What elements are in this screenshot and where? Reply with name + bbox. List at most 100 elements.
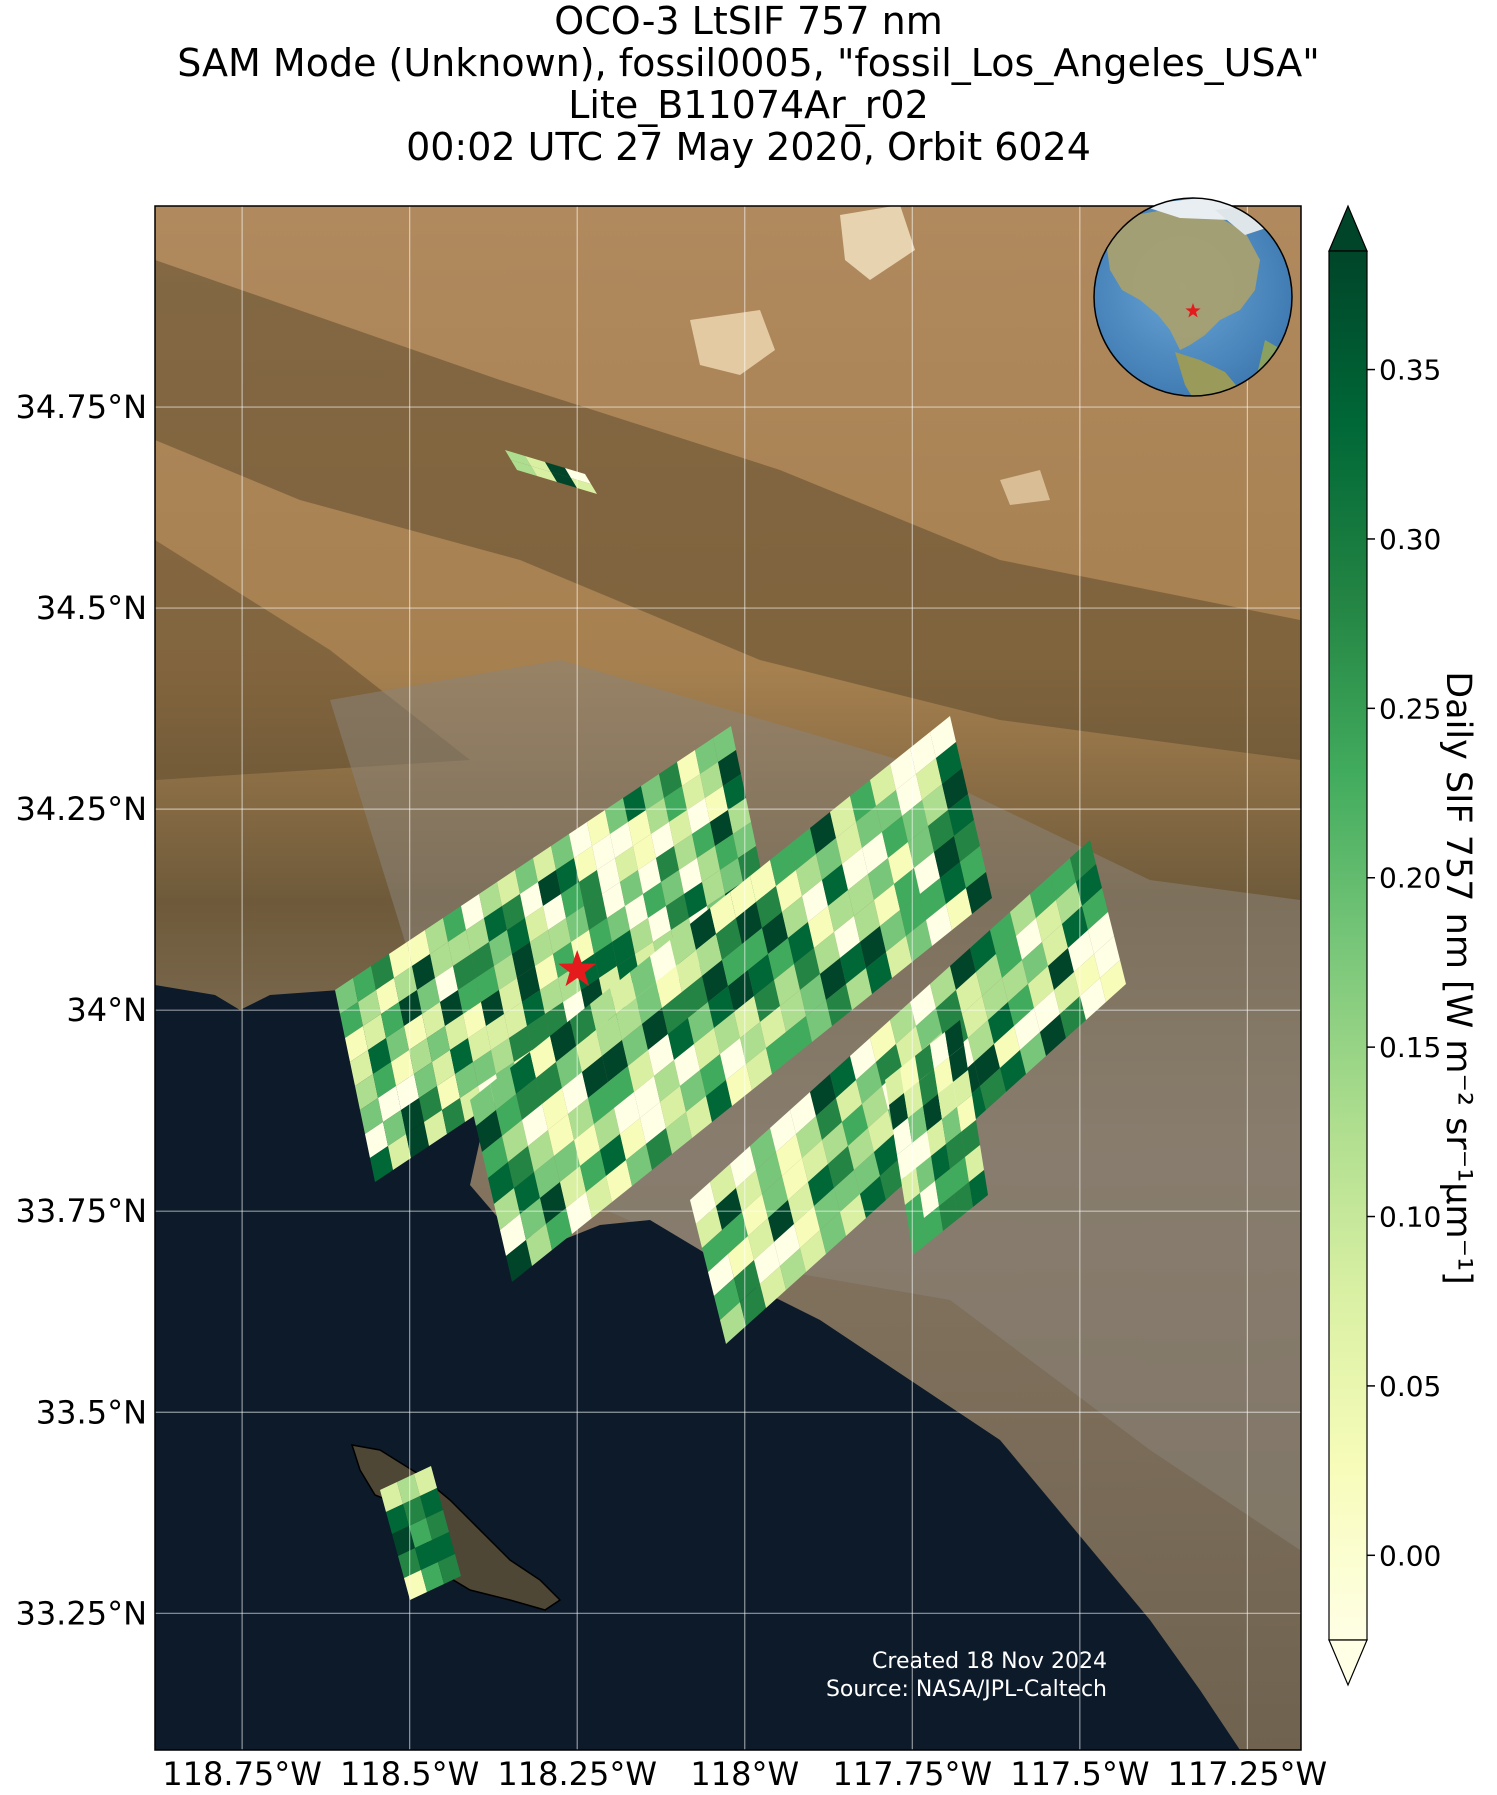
sif-pixel xyxy=(415,1540,438,1570)
sif-pixel xyxy=(702,870,725,906)
sif-pixel xyxy=(957,1095,976,1132)
sif-pixel xyxy=(1076,864,1102,906)
sif-pixel xyxy=(1002,960,1028,1002)
sif-pixel xyxy=(594,942,617,978)
sif-pixel xyxy=(868,858,894,900)
sif-pixel xyxy=(1014,1008,1040,1050)
sif-pixel xyxy=(1034,990,1060,1032)
sif-pixel xyxy=(700,1054,726,1096)
sif-pixel xyxy=(942,1107,961,1144)
sif-pixel xyxy=(533,846,556,882)
sif-pixel xyxy=(742,1194,768,1236)
sif-pixel xyxy=(692,822,715,858)
sif-pixel xyxy=(790,1092,816,1134)
sif-pixel xyxy=(470,1084,496,1126)
sif-pixel xyxy=(893,1118,912,1155)
sif-pixel xyxy=(394,966,417,1002)
sif-pixel xyxy=(900,1056,919,1093)
sif-pixel xyxy=(674,1044,700,1086)
sif-pixel xyxy=(687,798,710,834)
sif-pixel xyxy=(994,1026,1020,1068)
sif-pixel xyxy=(490,1068,516,1110)
sif-pixel xyxy=(720,1038,746,1080)
sif-pixel xyxy=(1036,900,1062,942)
sif-pixel xyxy=(512,942,535,978)
sif-pixel xyxy=(535,954,558,990)
sif-pixel xyxy=(696,1206,722,1248)
sif-pixel xyxy=(746,1048,772,1090)
sif-pixel xyxy=(880,910,906,952)
sif-pixel xyxy=(397,1474,420,1504)
sif-pixel xyxy=(762,912,788,954)
sif-pixel xyxy=(976,954,1002,996)
sif-pixel xyxy=(696,934,722,976)
title-line-1: OCO-3 LtSIF 757 nm xyxy=(554,0,943,43)
sif-pixel xyxy=(1080,978,1106,1020)
sif-pixel xyxy=(900,894,926,936)
lon-tick-label: 117.75°W xyxy=(832,1755,992,1793)
lat-tick-label: 34°N xyxy=(66,991,147,1029)
sif-pixel xyxy=(670,924,696,966)
sif-pixel xyxy=(606,1160,632,1202)
sif-pixel xyxy=(620,870,643,906)
sif-pixel xyxy=(540,1182,566,1224)
colorbar-tick-label: 0.30 xyxy=(1379,523,1441,556)
sif-pixel xyxy=(666,894,689,930)
sif-pixel xyxy=(836,1080,862,1122)
sif-pixel xyxy=(810,812,836,854)
sif-pixel xyxy=(814,932,840,974)
sif-pixel xyxy=(586,1176,612,1218)
sif-pixel xyxy=(796,854,822,896)
sif-pixel xyxy=(982,978,1008,1020)
sif-pixel xyxy=(882,816,908,858)
sif-pixel xyxy=(610,822,633,858)
sif-pixel xyxy=(607,906,630,942)
sif-pixel xyxy=(427,1026,450,1062)
source-credit: Source: NASA/JPL-Caltech xyxy=(825,1677,1107,1702)
sif-pixel xyxy=(481,990,504,1026)
sif-pixel xyxy=(802,1140,828,1182)
sif-pixel xyxy=(710,810,733,846)
sif-pixel xyxy=(638,858,661,894)
sif-pixel xyxy=(576,1030,602,1072)
sif-pixel xyxy=(584,894,607,930)
colorbar: 0.00 0.05 0.10 0.15 0.20 0.25 0.30 0.35 Daily S… xyxy=(1328,204,1478,1687)
sif-pixel xyxy=(834,1170,860,1212)
sif-pixel xyxy=(682,976,708,1018)
sif-pixel xyxy=(919,1069,938,1106)
sif-pixel xyxy=(641,774,664,810)
sif-pixel xyxy=(435,966,458,1002)
sif-pixel xyxy=(640,1102,666,1144)
sif-pixel xyxy=(579,870,602,906)
sif-pixel xyxy=(874,1134,900,1176)
sif-pixel xyxy=(630,956,656,998)
sif-pixel xyxy=(409,1518,432,1548)
sif-pixel xyxy=(489,930,512,966)
sif-pixel xyxy=(930,716,956,758)
sif-pixel xyxy=(889,1093,908,1130)
sif-pixel xyxy=(414,1466,437,1496)
sif-pixel xyxy=(830,1056,856,1098)
sif-pixel xyxy=(734,996,760,1038)
sif-pixel xyxy=(1050,858,1076,900)
sif-pixel xyxy=(368,1038,391,1074)
sif-pixel xyxy=(697,846,720,882)
globe-marker-star-icon xyxy=(1185,303,1201,318)
sif-pixel xyxy=(808,906,834,948)
sif-pixel xyxy=(556,858,579,894)
sif-pixel xyxy=(939,1194,958,1231)
sif-pixel xyxy=(561,882,584,918)
colorbar-tick-label: 0.20 xyxy=(1379,862,1441,895)
sif-pixel xyxy=(820,1212,846,1254)
sif-pixel xyxy=(910,984,936,1026)
sif-pixel xyxy=(406,1122,429,1158)
sif-pixel xyxy=(750,1128,776,1170)
sif-pixel xyxy=(381,1002,404,1038)
sif-pixel xyxy=(714,1012,740,1054)
sif-pixel xyxy=(396,1074,419,1110)
sif-pixel xyxy=(686,1096,712,1138)
lon-tick-label: 118.25°W xyxy=(497,1755,657,1793)
sif-pixel xyxy=(934,836,960,878)
sif-pixel xyxy=(420,1488,443,1518)
sif-pixel xyxy=(450,1038,473,1074)
